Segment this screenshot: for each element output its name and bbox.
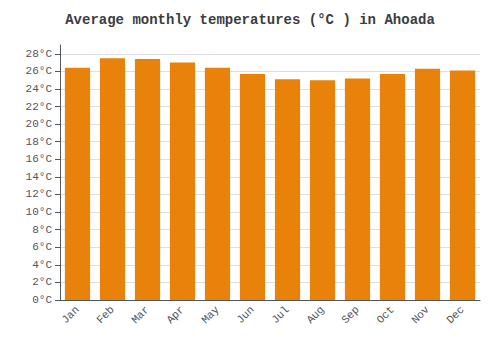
svg-text:Dec: Dec bbox=[444, 304, 466, 326]
svg-text:4°C: 4°C bbox=[32, 259, 52, 271]
svg-text:2°C: 2°C bbox=[32, 276, 52, 288]
svg-text:Sep: Sep bbox=[339, 304, 361, 326]
svg-text:Jan: Jan bbox=[59, 304, 81, 326]
svg-text:28°C: 28°C bbox=[26, 48, 53, 60]
svg-text:Apr: Apr bbox=[164, 304, 186, 326]
svg-text:16°C: 16°C bbox=[26, 153, 53, 165]
svg-text:20°C: 20°C bbox=[26, 118, 53, 130]
svg-text:Nov: Nov bbox=[409, 303, 432, 326]
svg-text:14°C: 14°C bbox=[26, 171, 53, 183]
svg-text:22°C: 22°C bbox=[26, 101, 53, 113]
svg-text:May: May bbox=[199, 303, 222, 326]
svg-text:Mar: Mar bbox=[129, 304, 151, 326]
svg-text:10°C: 10°C bbox=[26, 206, 53, 218]
svg-text:Aug: Aug bbox=[304, 304, 326, 326]
svg-text:26°C: 26°C bbox=[26, 65, 53, 77]
svg-text:18°C: 18°C bbox=[26, 136, 53, 148]
svg-text:6°C: 6°C bbox=[32, 241, 52, 253]
svg-text:Feb: Feb bbox=[94, 304, 116, 326]
svg-text:Jun: Jun bbox=[234, 304, 256, 326]
svg-text:Jul: Jul bbox=[269, 304, 291, 326]
svg-text:8°C: 8°C bbox=[32, 224, 52, 236]
svg-text:Oct: Oct bbox=[374, 304, 396, 326]
svg-text:0°C: 0°C bbox=[32, 294, 52, 306]
svg-text:Average monthly temperatures (: Average monthly temperatures (°C ) in Ah… bbox=[65, 12, 435, 28]
svg-text:24°C: 24°C bbox=[26, 83, 53, 95]
svg-text:12°C: 12°C bbox=[26, 188, 53, 200]
